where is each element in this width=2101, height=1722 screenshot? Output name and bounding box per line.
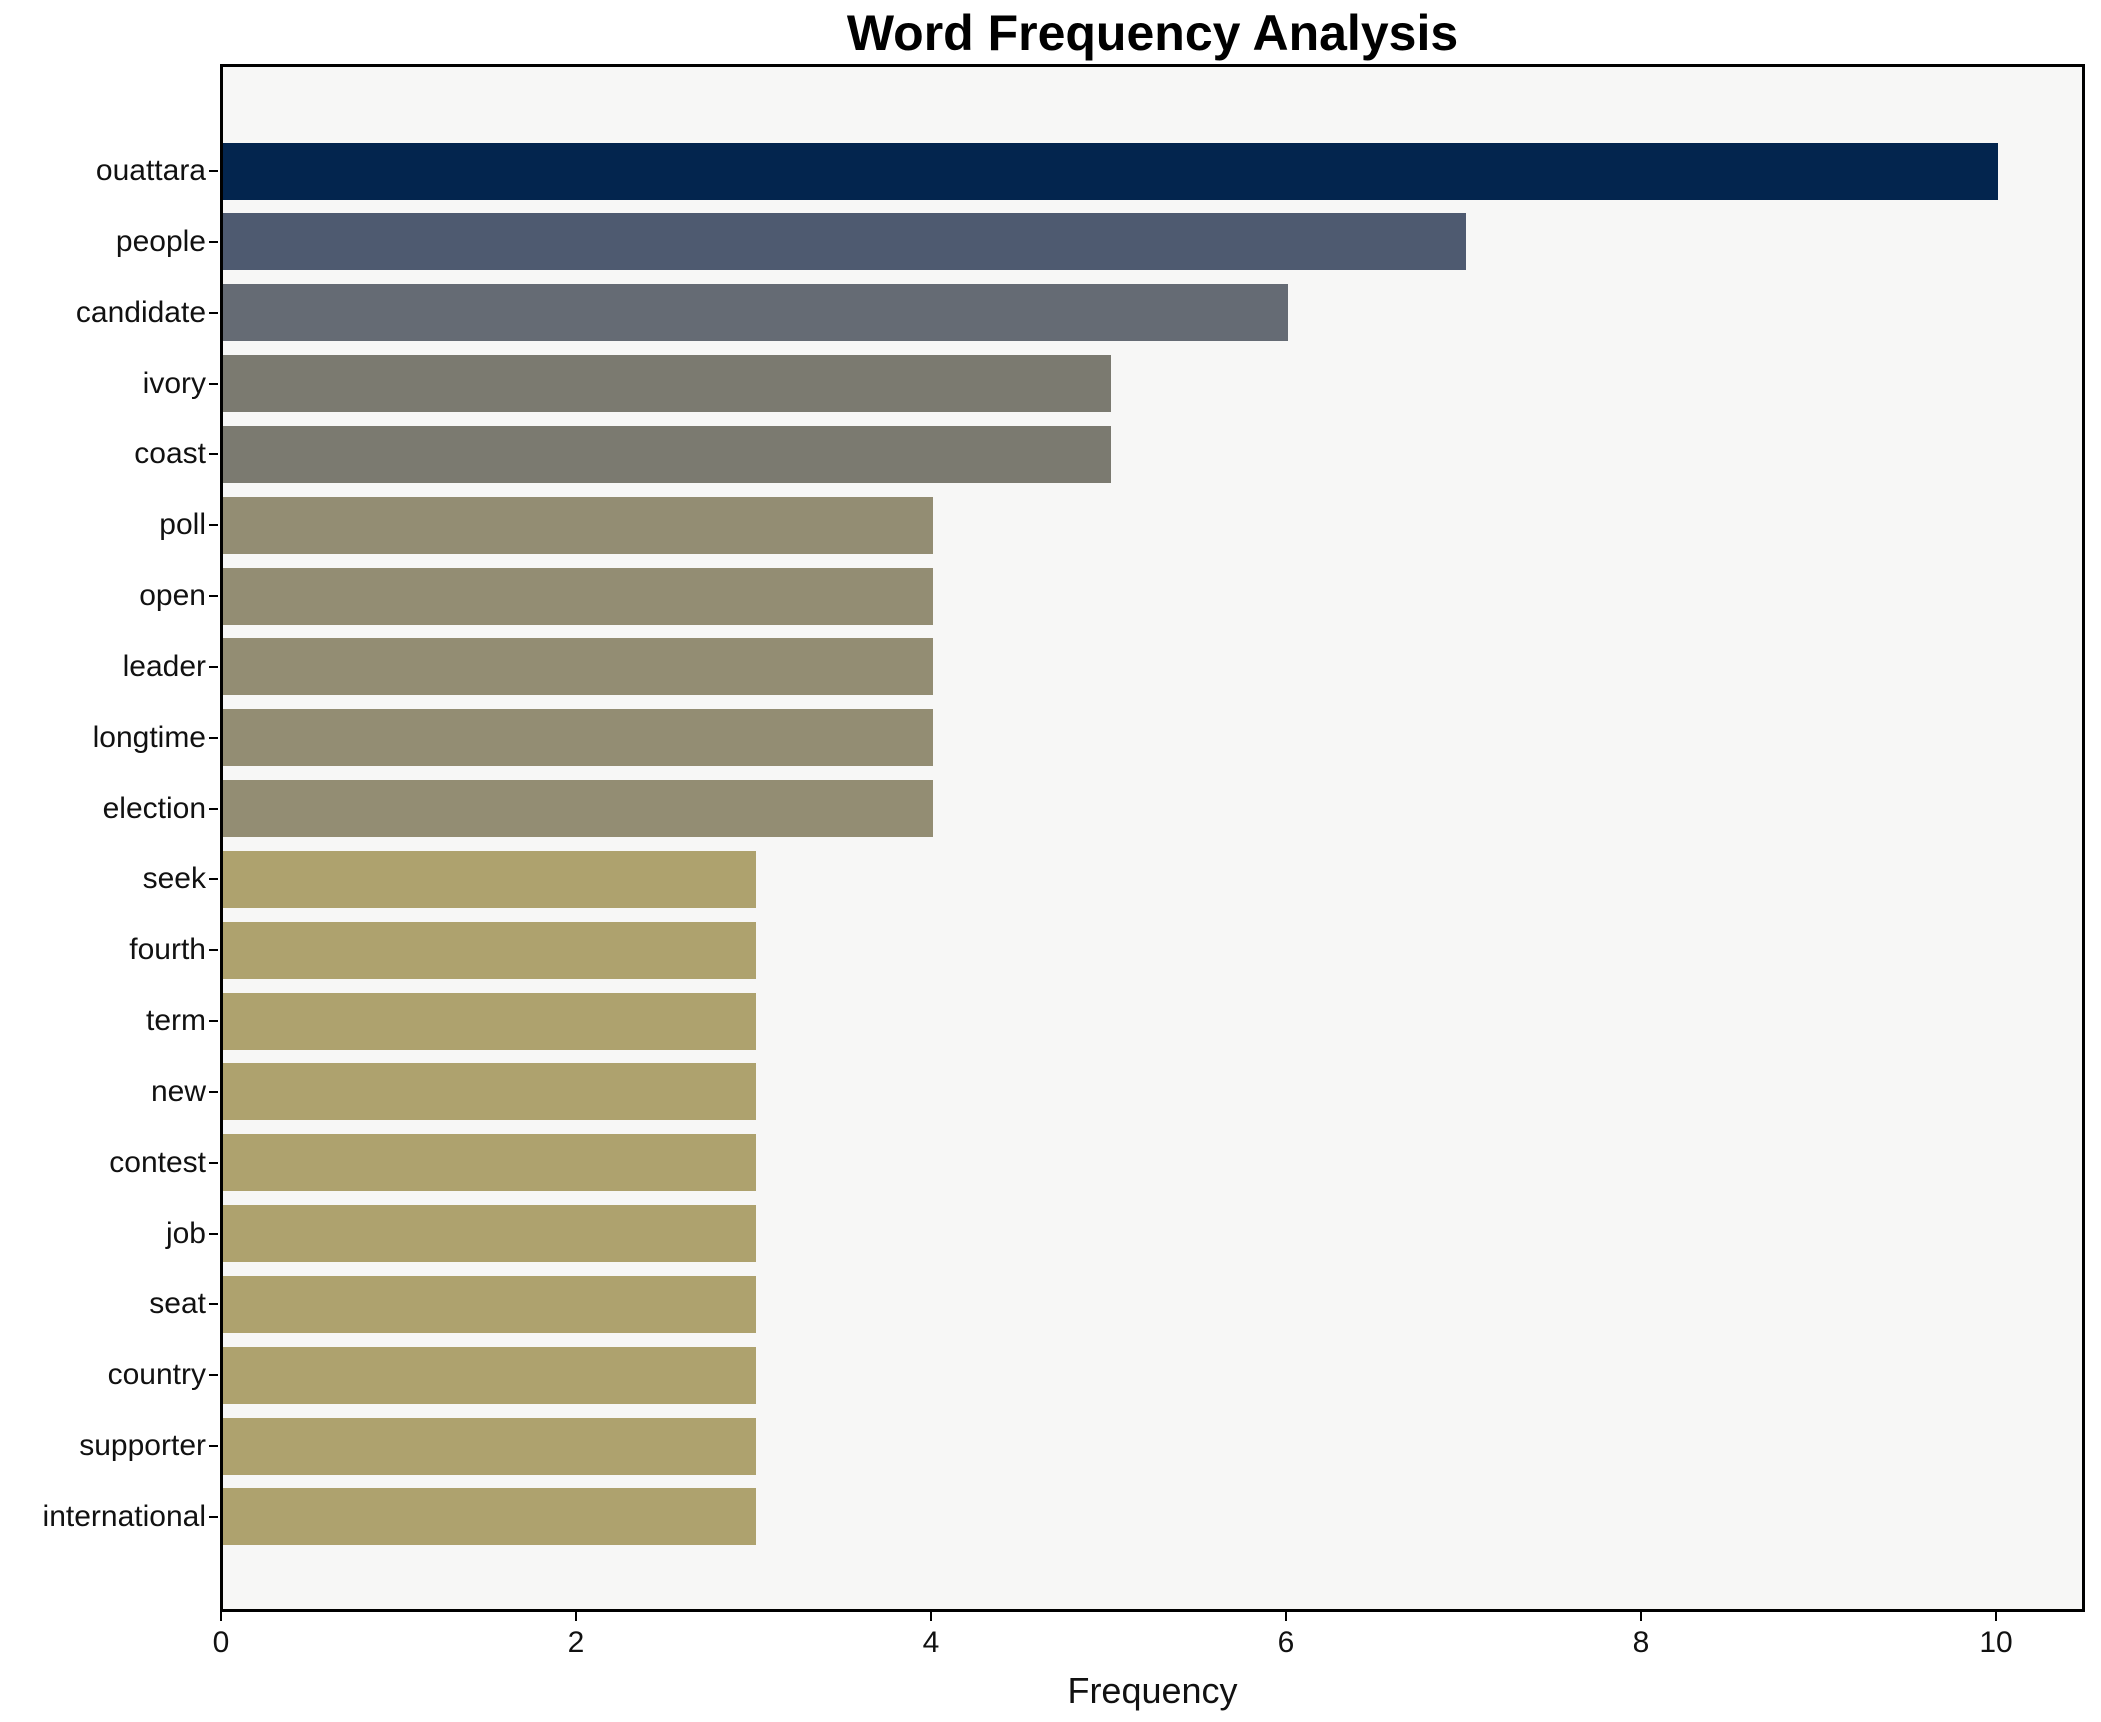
- bar: [223, 780, 933, 837]
- y-axis-label: people: [115, 225, 206, 258]
- y-axis-label: country: [107, 1358, 206, 1391]
- y-axis-label: election: [102, 792, 206, 825]
- x-tick-mark: [1640, 1612, 1642, 1621]
- bar: [223, 1276, 756, 1333]
- x-tick-label: 0: [212, 1626, 230, 1659]
- y-tick-mark: [209, 1445, 218, 1447]
- bar: [223, 1418, 756, 1475]
- bar: [223, 568, 933, 625]
- y-tick-mark: [209, 1516, 218, 1518]
- bar: [223, 1347, 756, 1404]
- bar: [223, 143, 1998, 200]
- y-axis-label: international: [42, 1500, 206, 1533]
- y-axis-label: new: [150, 1075, 206, 1108]
- bar: [223, 638, 933, 695]
- y-tick-mark: [209, 1303, 218, 1305]
- y-axis-label: seek: [142, 862, 206, 895]
- bar: [223, 922, 756, 979]
- x-tick-label: 4: [922, 1626, 940, 1659]
- bar: [223, 1134, 756, 1191]
- bar: [223, 426, 1111, 483]
- bar: [223, 709, 933, 766]
- bar: [223, 851, 756, 908]
- bar: [223, 497, 933, 554]
- x-tick-mark: [220, 1612, 222, 1621]
- y-axis-label: supporter: [79, 1429, 206, 1462]
- y-tick-mark: [209, 453, 218, 455]
- y-tick-mark: [209, 1162, 218, 1164]
- y-tick-mark: [209, 1233, 218, 1235]
- x-tick-mark: [1285, 1612, 1287, 1621]
- y-tick-mark: [209, 737, 218, 739]
- y-tick-mark: [209, 524, 218, 526]
- bar: [223, 284, 1288, 341]
- y-tick-mark: [209, 1091, 218, 1093]
- x-tick-mark: [1995, 1612, 1997, 1621]
- y-tick-mark: [209, 312, 218, 314]
- y-tick-mark: [209, 1020, 218, 1022]
- y-tick-mark: [209, 241, 218, 243]
- y-axis-label: open: [139, 579, 206, 612]
- x-tick-mark: [575, 1612, 577, 1621]
- x-tick-mark: [930, 1612, 932, 1621]
- y-axis-label: job: [165, 1217, 206, 1250]
- y-tick-mark: [209, 878, 218, 880]
- bar: [223, 1063, 756, 1120]
- y-axis-label: fourth: [129, 933, 206, 966]
- y-axis-label: ivory: [142, 367, 206, 400]
- y-tick-mark: [209, 949, 218, 951]
- x-axis-title: Frequency: [1067, 1670, 1238, 1711]
- y-axis-label: contest: [109, 1146, 206, 1179]
- x-tick-label: 8: [1632, 1626, 1650, 1659]
- x-tick-label: 6: [1277, 1626, 1295, 1659]
- y-tick-mark: [209, 595, 218, 597]
- y-axis-label: coast: [134, 437, 206, 470]
- bar: [223, 355, 1111, 412]
- chart-title: Word Frequency Analysis: [846, 5, 1459, 61]
- x-tick-label: 2: [567, 1626, 585, 1659]
- bar: [223, 213, 1466, 270]
- y-tick-mark: [209, 383, 218, 385]
- bar: [223, 993, 756, 1050]
- y-tick-mark: [209, 666, 218, 668]
- bar: [223, 1488, 756, 1545]
- y-axis-label: candidate: [75, 296, 206, 329]
- y-axis-label: longtime: [92, 721, 206, 754]
- y-tick-mark: [209, 1374, 218, 1376]
- y-axis-label: seat: [149, 1287, 206, 1320]
- x-tick-label: 10: [1979, 1626, 2013, 1659]
- y-axis-label: ouattara: [95, 154, 206, 187]
- y-axis-label: term: [146, 1004, 206, 1037]
- y-axis-label: poll: [159, 508, 206, 541]
- y-tick-mark: [209, 808, 218, 810]
- y-axis-label: leader: [122, 650, 206, 683]
- y-tick-mark: [209, 170, 218, 172]
- bar: [223, 1205, 756, 1262]
